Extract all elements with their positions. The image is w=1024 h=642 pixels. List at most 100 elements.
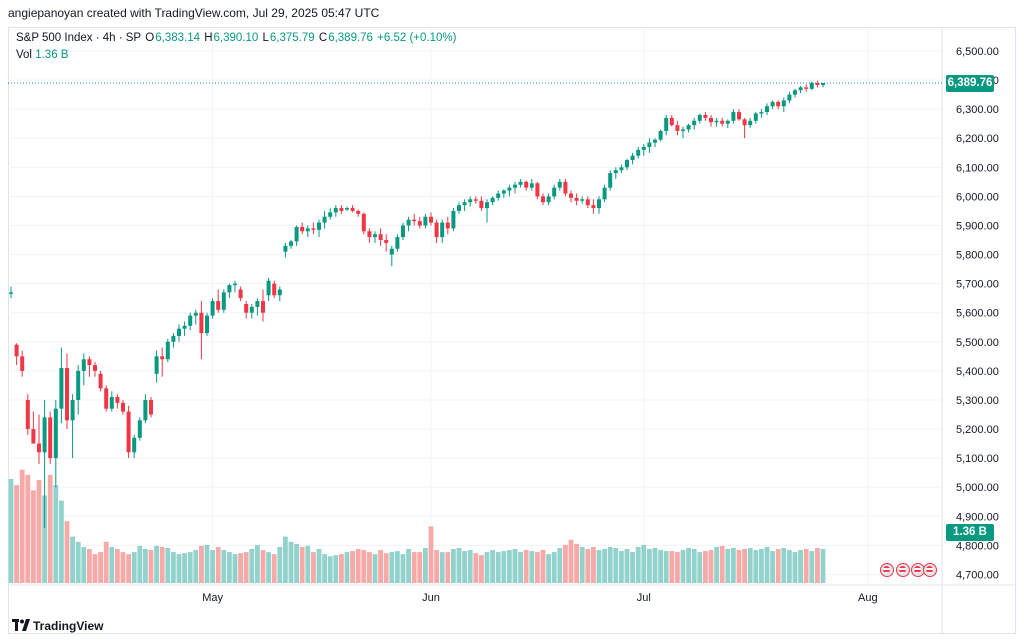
candle-body [216, 301, 221, 310]
candle-body [686, 125, 691, 130]
candle-body [188, 315, 193, 326]
volume-bar [42, 495, 47, 583]
candle-body [356, 210, 361, 214]
volume-bar [344, 552, 350, 583]
candle-body [115, 397, 120, 403]
volume-bar [697, 552, 703, 583]
candle-body [591, 205, 596, 209]
y-tick-label: 5,200.00 [956, 424, 999, 436]
y-tick-label: 4,900.00 [956, 511, 999, 523]
candle-body [104, 388, 109, 409]
candle-body [468, 199, 473, 203]
volume-bar [731, 547, 736, 583]
candle-body [98, 373, 103, 389]
y-tick-label: 5,100.00 [956, 453, 999, 465]
volume-bar [19, 469, 25, 583]
volume-bar [781, 547, 787, 583]
volume-bar [641, 544, 647, 583]
volume-bar [221, 550, 227, 583]
volume-bar [260, 550, 266, 583]
y-tick-label: 5,600.00 [956, 308, 999, 320]
us-flag-icon[interactable] [896, 563, 910, 577]
candle-body [14, 344, 19, 357]
volume-bar [339, 554, 344, 583]
y-tick-label: 4,800.00 [956, 540, 999, 552]
volume-bar [361, 550, 367, 583]
candle-body [563, 181, 568, 194]
volume-bar [439, 552, 445, 583]
volume-bar [686, 547, 691, 583]
volume-bar [434, 550, 439, 583]
volume-bar [411, 552, 417, 583]
candle-body [93, 365, 97, 371]
candle-body [518, 181, 523, 185]
volume-bar [255, 544, 260, 583]
candle-body [238, 289, 243, 299]
candle-body [585, 199, 590, 206]
high-value: 6,390.10 [213, 32, 259, 44]
candle-body [653, 139, 657, 143]
candle-body [501, 190, 506, 194]
volume-bar [53, 485, 59, 583]
candle-body [821, 83, 825, 86]
volume-bar [809, 551, 815, 583]
volume-bar [708, 550, 714, 583]
candle-body [641, 146, 646, 150]
volume-bar [619, 551, 624, 583]
volume-bar [137, 545, 143, 583]
volume-bar [299, 546, 305, 583]
y-tick-label: 4,700.00 [956, 569, 999, 581]
us-flag-icon[interactable] [880, 563, 894, 577]
candle-body [473, 199, 478, 201]
y-tick-label: 5,300.00 [956, 395, 999, 407]
volume-bar [540, 550, 546, 583]
volume-bar [815, 547, 820, 583]
candle-body [294, 226, 299, 242]
volume-bar [635, 546, 641, 583]
candle-body [781, 100, 786, 107]
candle-body [31, 429, 36, 444]
volume-bar [355, 549, 361, 583]
candle-body [412, 219, 417, 222]
volume-bar [736, 550, 742, 583]
volume-bar [787, 550, 792, 583]
tradingview-logo[interactable]: TradingView [12, 619, 103, 633]
volume-bar [719, 545, 725, 583]
candle-body [333, 208, 338, 213]
candle-body [384, 240, 389, 243]
volume-bar [417, 552, 423, 583]
candle-body [244, 303, 249, 313]
volume-bar [316, 549, 322, 583]
candle-body [210, 301, 215, 316]
candle-body [787, 94, 792, 101]
candle-body [485, 202, 489, 209]
open-value: 6,383.14 [155, 32, 201, 44]
candle-body [546, 196, 551, 203]
candle-body [574, 197, 579, 201]
volume-bar [753, 550, 759, 583]
volume-bar [663, 551, 669, 583]
volume-bar [199, 545, 204, 583]
candle-body [76, 370, 81, 400]
candle-body [697, 114, 702, 121]
candle-body [496, 193, 501, 198]
us-flag-icon[interactable] [923, 563, 937, 577]
candle-body [725, 120, 730, 124]
candle-body [59, 367, 64, 409]
volume-bar [557, 547, 563, 583]
candle-body [367, 231, 372, 238]
candle-body [552, 187, 557, 197]
candle-body [300, 226, 305, 232]
candle-body [395, 237, 400, 249]
volume-bar [187, 552, 193, 583]
volume-bar [333, 555, 339, 583]
volume-bar [8, 478, 14, 583]
volume-bar [529, 551, 535, 583]
volume-bar [249, 549, 255, 583]
volume-bar [428, 526, 434, 583]
volume-bar [495, 552, 501, 583]
candle-body [776, 101, 781, 107]
volume-bar [803, 549, 809, 583]
candle-body [205, 315, 209, 334]
